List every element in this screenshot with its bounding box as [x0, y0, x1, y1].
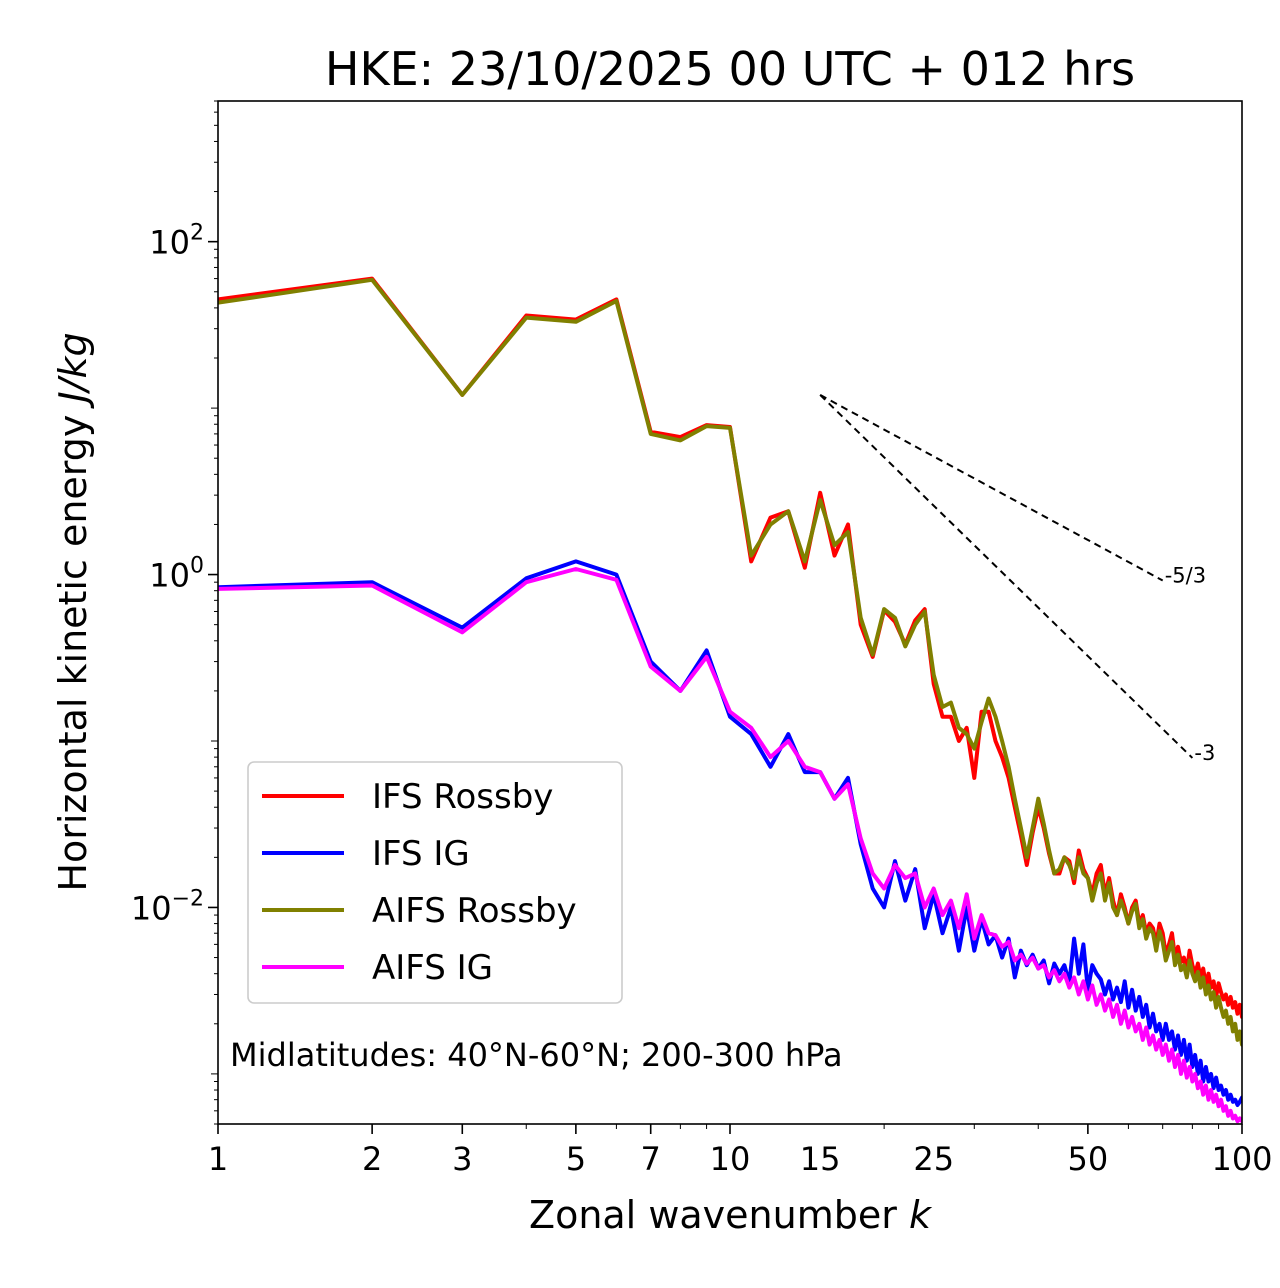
series-lines	[218, 276, 1242, 1124]
reference-line-label: -5/3	[1165, 564, 1206, 588]
x-tick-label: 25	[913, 1140, 954, 1178]
legend: IFS Rossby IFS IG AIFS Rossby AIFS IG	[247, 761, 623, 1004]
x-tick-label: 50	[1068, 1140, 1109, 1178]
x-tick-label: 2	[362, 1140, 382, 1178]
plot-frame	[217, 100, 1243, 1125]
reference-line	[819, 394, 1194, 759]
series-aifs-rossby	[218, 277, 1242, 1047]
x-tick-label: 3	[452, 1140, 472, 1178]
x-tick-label: 7	[641, 1140, 661, 1178]
tick-layer: 1 2 3 5 7 10 15 25 50 100 102 100 10−2	[131, 100, 1273, 1178]
y-axis-label-text: Horizontal kinetic energy	[51, 403, 95, 892]
x-axis-label: Zonal wavenumber k	[529, 1193, 933, 1237]
legend-label: AIFS Rossby	[372, 891, 577, 931]
y-axis-label-unit: J/kg	[51, 332, 95, 409]
reference-line	[819, 394, 1164, 582]
x-axis-label-text: Zonal wavenumber	[529, 1193, 909, 1237]
legend-box	[247, 761, 623, 1004]
reference-lines: -5/3 -3	[819, 394, 1215, 765]
series-aifs-ig	[218, 567, 1242, 1124]
y-axis-label: Horizontal kinetic energy J/kg	[51, 332, 95, 891]
x-tick-label: 1	[208, 1140, 228, 1178]
x-tick-label: 15	[800, 1140, 841, 1178]
x-tick-label: 100	[1211, 1140, 1272, 1178]
legend-label: IFS Rossby	[372, 777, 553, 817]
region-annotation: Midlatitudes: 40°N-60°N; 200-300 hPa	[230, 1036, 843, 1074]
legend-label: IFS IG	[372, 834, 470, 874]
y-tick-label: 100	[149, 554, 204, 595]
y-tick-label: 102	[149, 221, 204, 262]
chart-title: HKE: 23/10/2025 00 UTC + 012 hrs	[325, 42, 1135, 96]
x-axis-label-variable: k	[909, 1193, 933, 1237]
reference-line-label: -3	[1194, 741, 1215, 765]
x-tick-label: 5	[566, 1140, 586, 1178]
y-tick-label: 10−2	[131, 886, 204, 927]
legend-label: AIFS IG	[372, 948, 493, 988]
x-tick-label: 10	[710, 1140, 751, 1178]
